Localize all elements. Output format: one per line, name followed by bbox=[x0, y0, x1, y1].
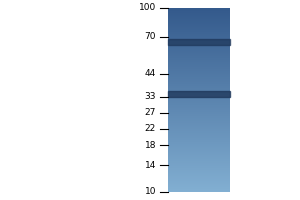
Text: kDa: kDa bbox=[136, 0, 156, 1]
Text: 18: 18 bbox=[145, 141, 156, 150]
Bar bbox=[168, 91, 230, 97]
Text: 10: 10 bbox=[145, 188, 156, 196]
Text: 44: 44 bbox=[145, 69, 156, 78]
Text: 33: 33 bbox=[145, 92, 156, 101]
Text: 22: 22 bbox=[145, 124, 156, 133]
Text: 27: 27 bbox=[145, 108, 156, 117]
Bar bbox=[168, 39, 230, 45]
Text: 100: 100 bbox=[139, 3, 156, 12]
Text: 14: 14 bbox=[145, 161, 156, 170]
Text: 70: 70 bbox=[145, 32, 156, 41]
